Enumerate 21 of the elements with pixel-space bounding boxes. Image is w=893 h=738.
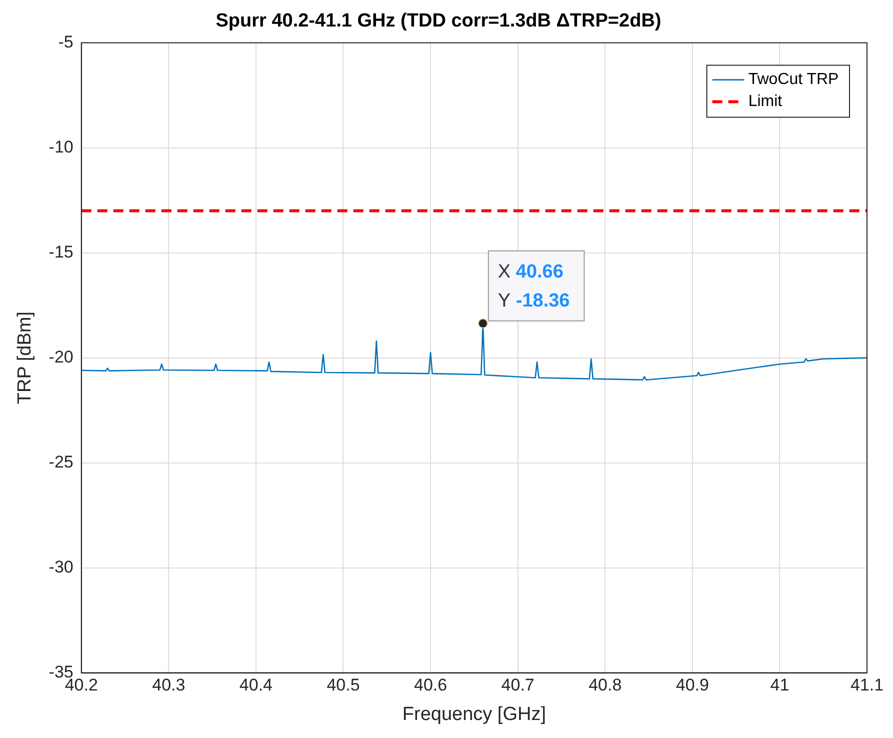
x-axis-title: Frequency [GHz] bbox=[402, 704, 546, 725]
x-tick-label: 41.1 bbox=[850, 676, 884, 695]
x-tick-label: 40.4 bbox=[239, 676, 272, 695]
legend-label: Limit bbox=[748, 93, 783, 110]
x-tick-label: 40.9 bbox=[676, 676, 709, 695]
y-tick-label: -5 bbox=[58, 32, 74, 52]
annotation: X 40.66 Y -18.36 bbox=[498, 262, 570, 312]
y-tick-label: -20 bbox=[48, 347, 74, 366]
chart-title: Spurr 40.2-41.1 GHz (TDD corr=1.3dB ΔTRP=2dB) bbox=[216, 10, 662, 32]
x-tick-label: 40.7 bbox=[501, 676, 534, 695]
y-tick-label: -10 bbox=[48, 137, 74, 156]
y-tick-label: -25 bbox=[48, 452, 74, 472]
x-tick-label: 40.6 bbox=[414, 676, 448, 695]
legend-label: TwoCut TRP bbox=[748, 71, 839, 88]
x-tick-label: 41 bbox=[770, 676, 790, 695]
y-tick-label: -30 bbox=[48, 557, 74, 576]
y-tick-label: -15 bbox=[48, 242, 74, 262]
y-axis-title: TRP [dBm] bbox=[14, 312, 36, 404]
x-tick-label: 40.8 bbox=[588, 676, 622, 695]
x-tick-label: 40.3 bbox=[152, 676, 186, 695]
x-tick-label: 40.5 bbox=[326, 676, 360, 695]
